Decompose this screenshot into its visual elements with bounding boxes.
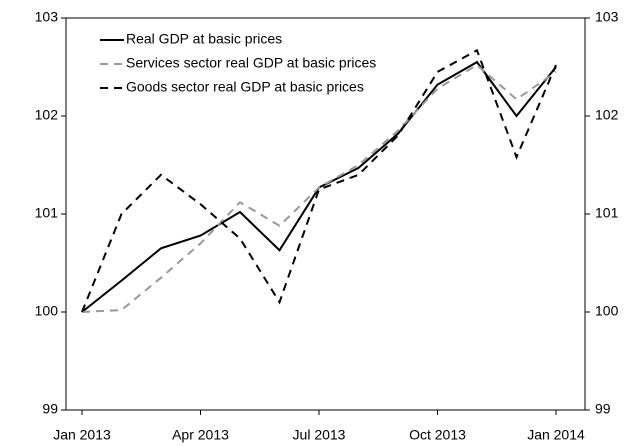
y-tick-label: 99 (42, 401, 58, 417)
x-tick-label: Apr 2013 (172, 427, 229, 443)
x-tick-label: Jul 2013 (293, 427, 346, 443)
series-line (81, 63, 557, 313)
x-tick-label: Jan 2014 (527, 427, 585, 443)
y2-tick-label: 102 (595, 107, 619, 123)
series-line (81, 48, 557, 313)
legend-label: Real GDP at basic prices (126, 31, 282, 47)
legend-label: Goods sector real GDP at basic prices (126, 79, 364, 95)
y-tick-label: 100 (35, 303, 59, 319)
plot-frame (65, 17, 586, 411)
y2-tick-label: 99 (595, 401, 611, 417)
y-tick-label: 103 (35, 9, 59, 25)
x-tick-label: Oct 2013 (409, 427, 466, 443)
y2-tick-label: 101 (595, 205, 619, 221)
y-tick-label: 102 (35, 107, 59, 123)
y2-tick-label: 103 (595, 9, 619, 25)
legend-label: Services sector real GDP at basic prices (126, 55, 376, 71)
y-tick-label: 101 (35, 205, 59, 221)
x-tick-label: Jan 2013 (53, 427, 111, 443)
y2-tick-label: 100 (595, 303, 619, 319)
